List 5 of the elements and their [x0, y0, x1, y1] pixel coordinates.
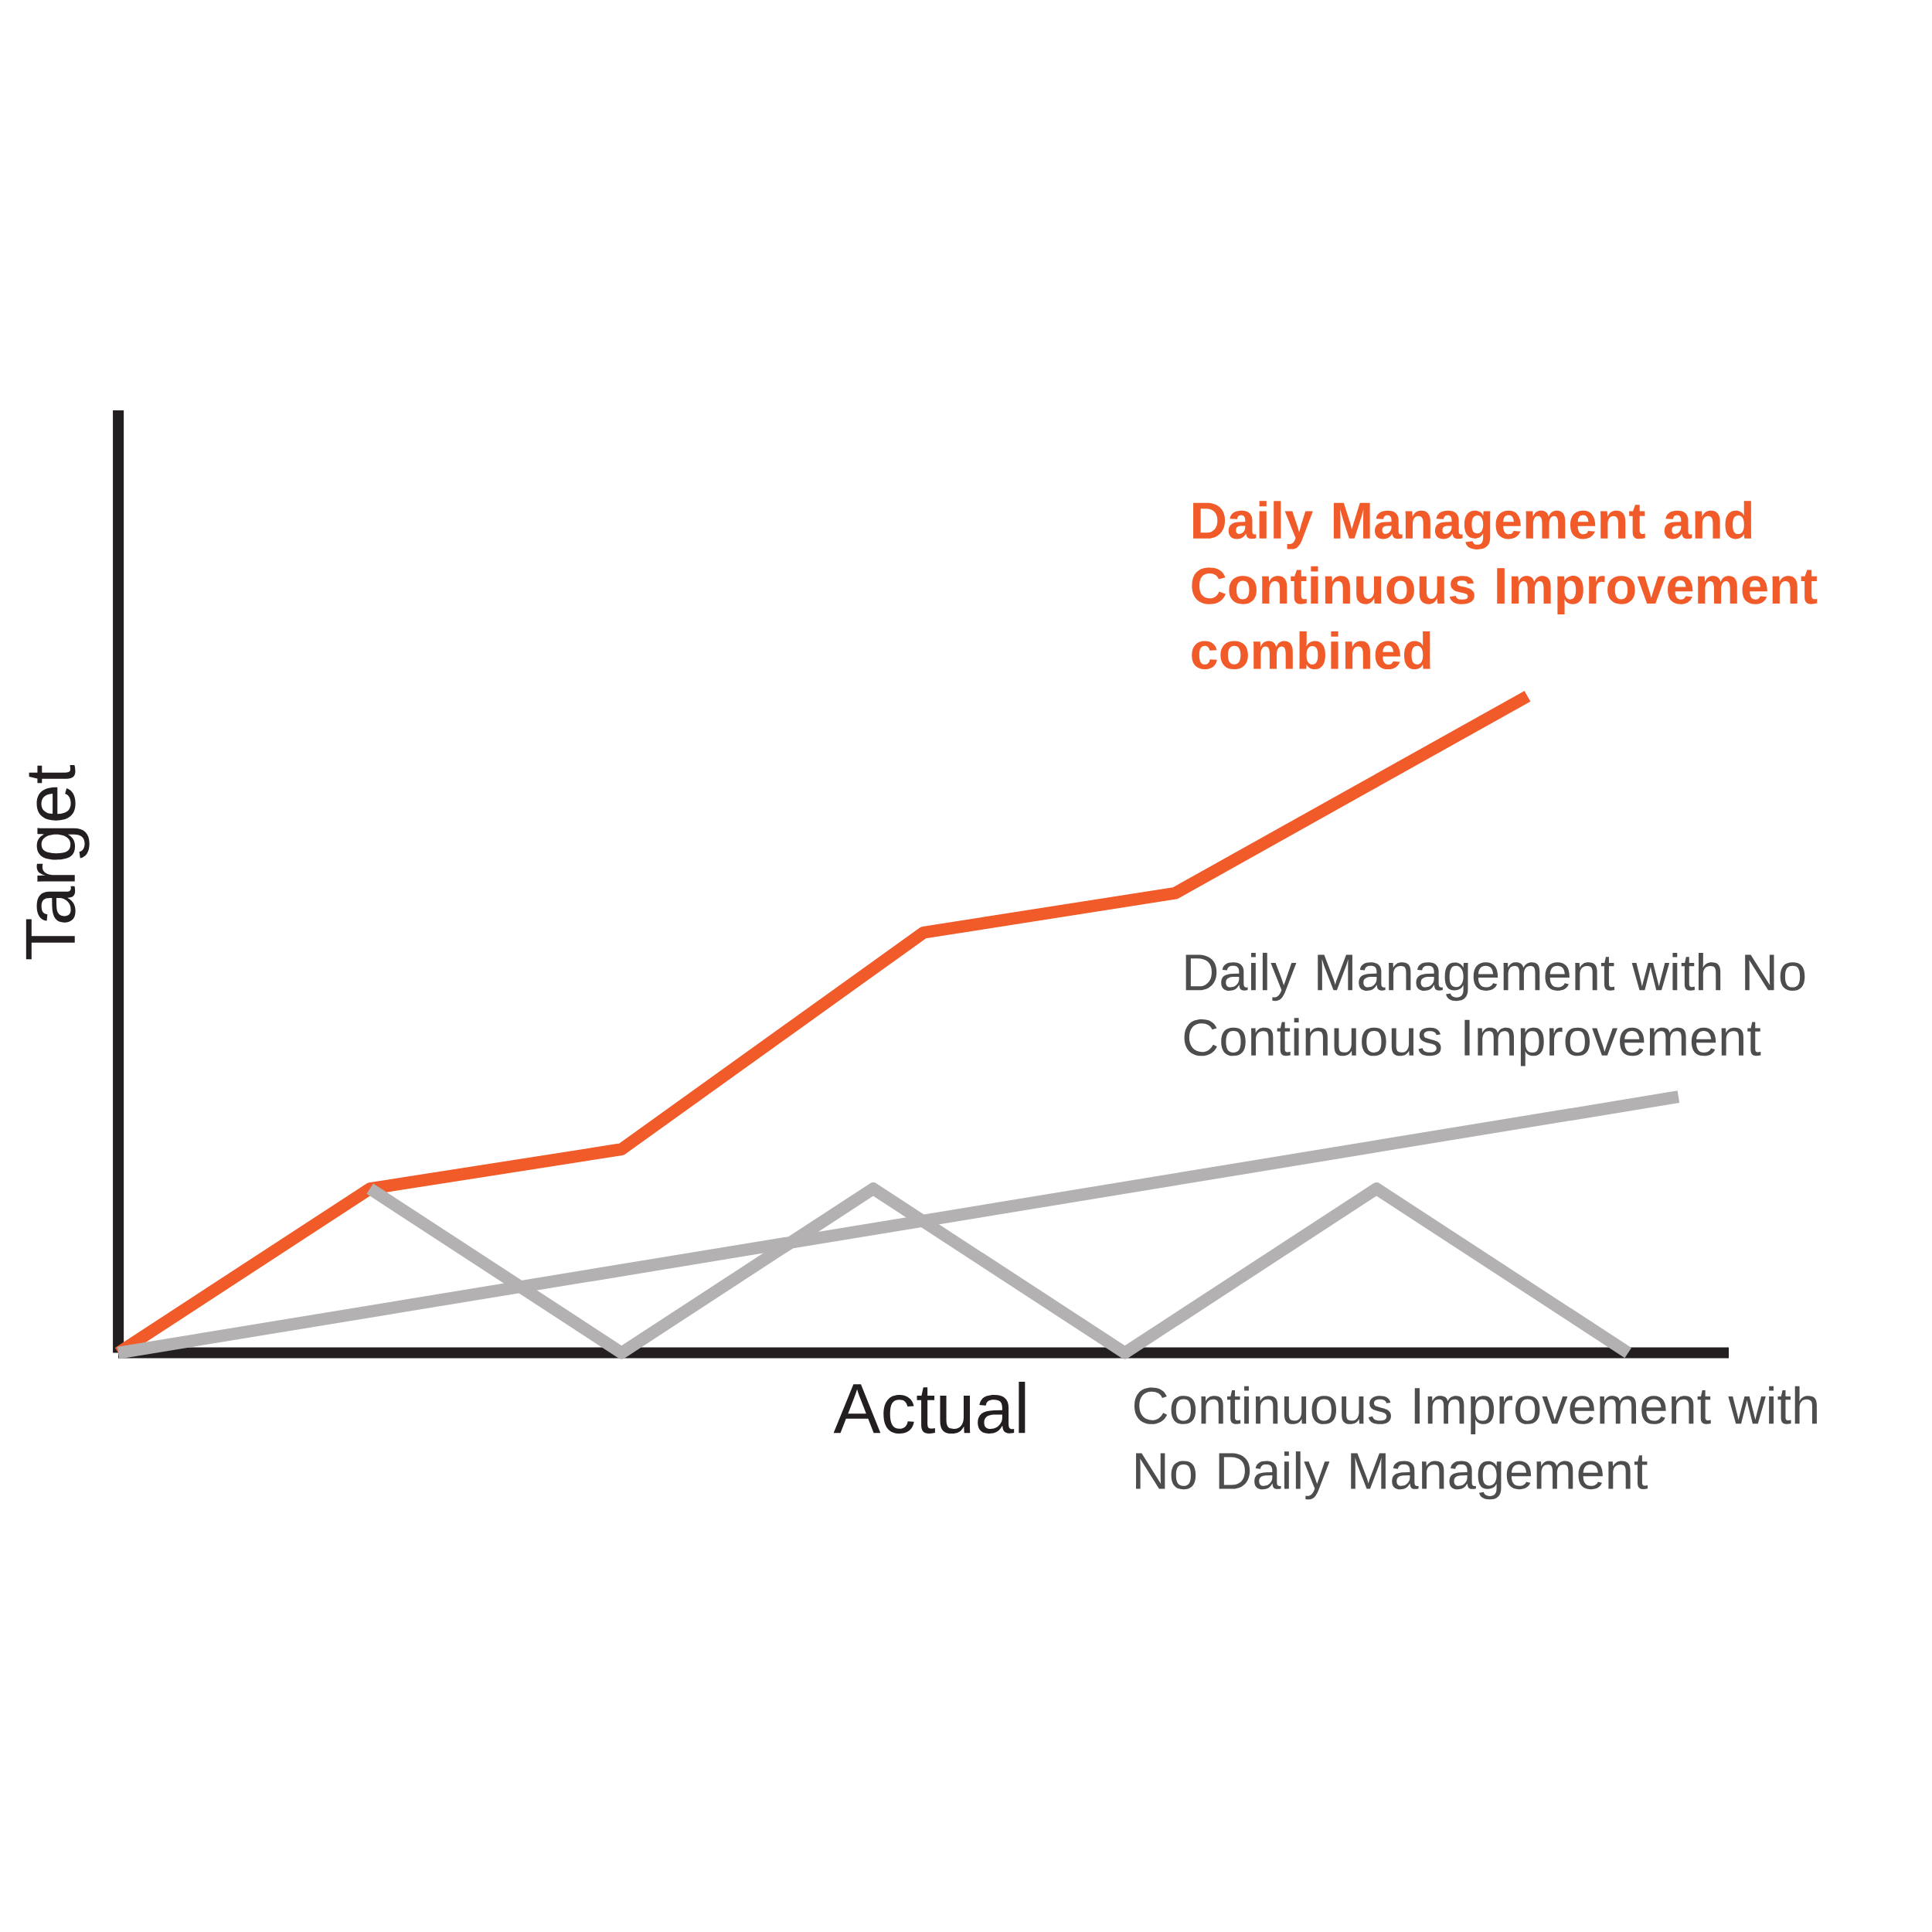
text: Daily Management with No Continuous Improvement: [1184, 952, 1805, 1066]
x-axis-title: Actual: [833, 1382, 1026, 1434]
y-axis-title: Target: [26, 764, 90, 960]
text: Daily Management and Continuous Improvement combined: [1192, 501, 1818, 670]
series-label: Continuous Improvement with No Daily Management: [1134, 1386, 1817, 1500]
